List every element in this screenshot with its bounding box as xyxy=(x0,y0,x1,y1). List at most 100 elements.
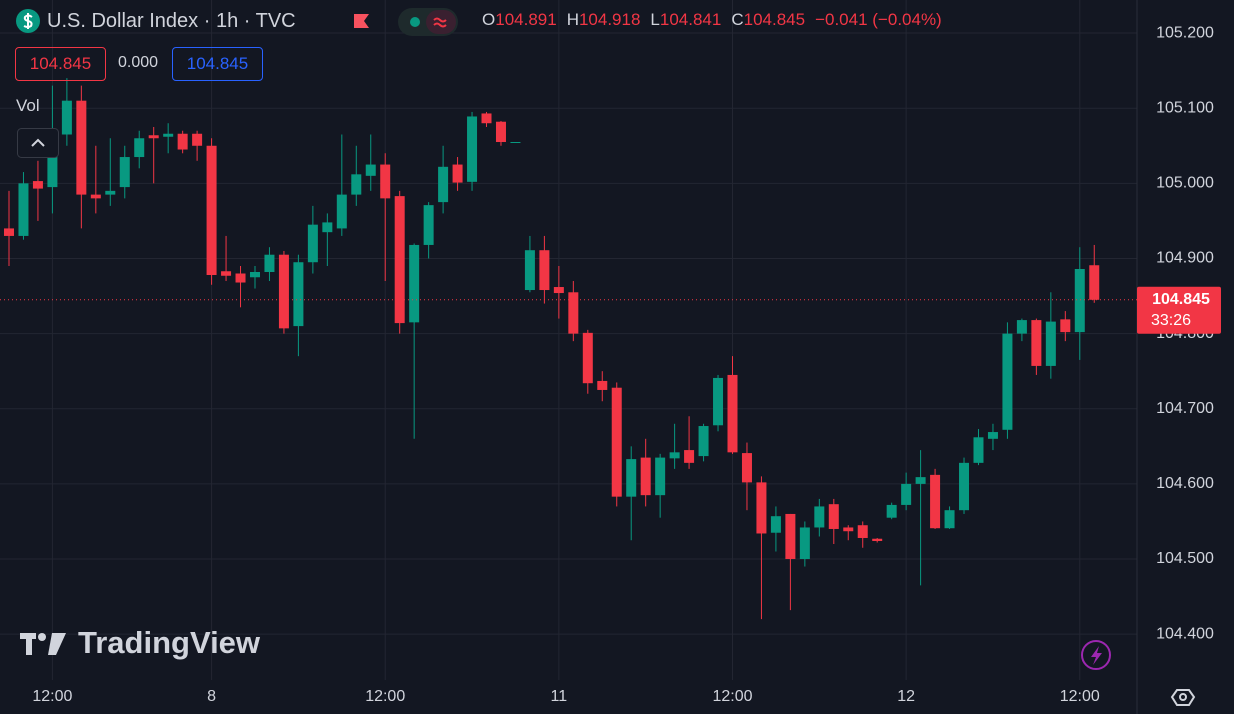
candle-body xyxy=(481,113,492,124)
x-tick-label: 12:00 xyxy=(365,688,405,705)
candle-body xyxy=(409,244,420,323)
candle-body xyxy=(799,527,810,560)
x-tick-label: 8 xyxy=(207,688,216,705)
x-tick-label: 11 xyxy=(551,688,568,705)
sell-price[interactable]: 104.845 xyxy=(15,47,106,81)
spread: 0.000 xyxy=(118,54,159,71)
candle-body xyxy=(249,272,260,278)
candle-body xyxy=(438,166,449,203)
volume-label: Vol xyxy=(16,96,40,115)
ohlc-legend: O104.891 H104.918 L104.841 C104.845 −0.041 (… xyxy=(482,10,942,30)
brand: TradingView xyxy=(78,625,261,660)
candle-body xyxy=(351,174,362,195)
y-tick-label: 105.100 xyxy=(1156,99,1214,116)
y-tick-label: 104.700 xyxy=(1156,400,1214,417)
candle-body xyxy=(828,504,839,529)
candle-body xyxy=(307,224,318,263)
candle-body xyxy=(1016,320,1027,334)
candle-body xyxy=(915,477,926,484)
buy-price[interactable]: 104.845 xyxy=(172,47,263,81)
candle-body xyxy=(553,287,564,294)
candle-body xyxy=(90,194,101,199)
candle-body xyxy=(452,164,463,183)
y-tick-label: 104.600 xyxy=(1156,475,1214,492)
candle-body xyxy=(698,426,709,457)
candle-body xyxy=(814,506,825,528)
flag-icon[interactable] xyxy=(352,12,372,32)
candle-body xyxy=(495,121,506,143)
candle-body xyxy=(611,387,622,497)
y-tick-label: 104.400 xyxy=(1156,625,1214,642)
candle-body xyxy=(264,254,275,272)
last-price: 104.845 xyxy=(1152,291,1210,308)
alert-icon[interactable] xyxy=(1081,640,1111,670)
candle-body xyxy=(930,474,941,529)
candle-body xyxy=(1060,319,1071,333)
candle-body xyxy=(4,228,14,236)
candle-body xyxy=(727,374,738,453)
candle-body xyxy=(626,459,637,497)
y-tick-label: 105.000 xyxy=(1156,175,1214,192)
candle-body xyxy=(901,483,912,505)
candle-body xyxy=(669,452,680,459)
symbol-icon xyxy=(16,9,40,33)
candle-body xyxy=(684,450,695,463)
ohlc-value: 104.891 xyxy=(495,10,557,29)
candle-body xyxy=(76,100,87,195)
candle-body xyxy=(568,292,579,334)
candle-body xyxy=(597,380,608,390)
candle-body xyxy=(221,271,232,276)
candle-body xyxy=(1002,333,1013,430)
candle-body xyxy=(148,135,159,139)
ohlc-key: O xyxy=(482,10,496,29)
candle-body xyxy=(987,432,998,439)
candle-body xyxy=(278,254,289,329)
ohlc-key: H xyxy=(566,10,579,29)
candle-body xyxy=(235,273,246,283)
candle-body xyxy=(1031,320,1042,366)
candle-body xyxy=(857,525,868,538)
candle-body xyxy=(756,482,767,534)
candle-body xyxy=(770,516,781,533)
header: U.S. Dollar Index · 1h · TVC O104.891 H10… xyxy=(0,0,1137,158)
alert-bolt xyxy=(1091,646,1102,665)
candle-body xyxy=(872,538,883,541)
candle-body xyxy=(539,250,550,291)
candle-body xyxy=(206,145,217,276)
ohlc-key: L xyxy=(650,10,660,29)
candle-body xyxy=(105,190,116,195)
collapse-button[interactable] xyxy=(17,128,59,158)
candle-body xyxy=(959,462,970,511)
candle-body xyxy=(640,457,651,496)
last-price-tag xyxy=(1137,286,1221,334)
status-toggle[interactable] xyxy=(398,8,458,36)
symbol-title: U.S. Dollar Index · 1h · TVC xyxy=(47,10,296,32)
candle-body xyxy=(713,377,724,426)
candle-body xyxy=(510,142,521,144)
candle-body xyxy=(134,138,145,158)
candle-body xyxy=(944,510,955,529)
y-tick-label: 104.900 xyxy=(1156,250,1214,267)
x-tick-label: 12:00 xyxy=(712,688,752,705)
brand-logo xyxy=(20,633,66,655)
candle-body xyxy=(365,164,376,176)
candle-body xyxy=(1045,321,1056,366)
countdown: 33:26 xyxy=(1151,312,1191,329)
candle-body xyxy=(192,133,203,146)
change: −0.041 (−0.04%) xyxy=(815,10,942,29)
candle-body xyxy=(1074,268,1085,333)
candle-body xyxy=(119,157,130,188)
y-tick-label: 104.500 xyxy=(1156,550,1214,567)
ohlc-key: C xyxy=(731,10,744,29)
candle-body xyxy=(886,504,897,518)
settings-icon[interactable] xyxy=(1170,689,1196,706)
candle-body xyxy=(785,513,796,560)
candle-body xyxy=(524,250,535,291)
x-tick-label: 12 xyxy=(897,688,915,705)
ohlc-value: 104.918 xyxy=(578,10,641,29)
candle-body xyxy=(394,196,405,324)
candle-body xyxy=(32,181,43,189)
x-tick-label: 12:00 xyxy=(32,688,72,705)
